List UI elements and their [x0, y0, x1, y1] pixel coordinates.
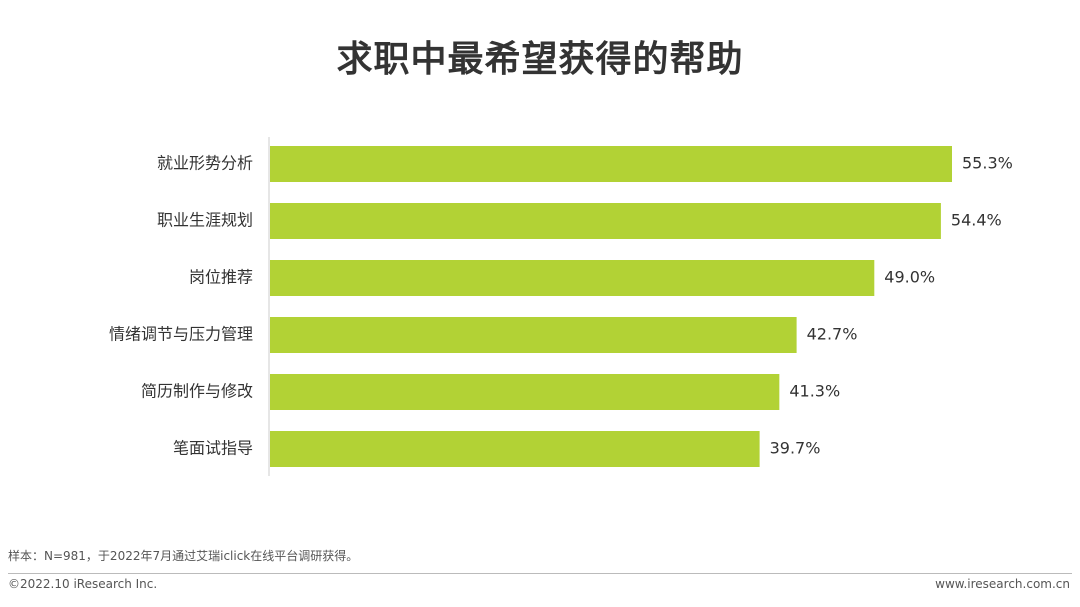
footer-divider [8, 573, 1072, 574]
value-label: 49.0% [884, 268, 935, 287]
bar [270, 317, 797, 353]
bar [270, 374, 780, 410]
copyright-text: ©2022.10 iResearch Inc. [8, 577, 158, 591]
value-label: 42.7% [807, 325, 858, 344]
category-label: 就业形势分析 [157, 154, 253, 173]
category-label: 岗位推荐 [189, 268, 253, 287]
chart-title: 求职中最希望获得的帮助 [336, 39, 744, 80]
value-label: 55.3% [962, 154, 1013, 173]
value-label: 54.4% [951, 211, 1002, 230]
category-label: 情绪调节与压力管理 [109, 325, 253, 344]
category-label: 笔面试指导 [173, 439, 253, 458]
category-label: 简历制作与修改 [141, 382, 253, 401]
bar [270, 431, 760, 467]
bar [270, 260, 875, 296]
sample-note: 样本：N=981，于2022年7月通过艾瑞iclick在线平台调研获得。 [8, 549, 359, 563]
category-label: 职业生涯规划 [157, 211, 253, 230]
bar [270, 203, 941, 239]
website-text: www.iresearch.com.cn [935, 577, 1070, 591]
bar [270, 146, 952, 182]
value-label: 39.7% [770, 439, 821, 458]
value-label: 41.3% [789, 382, 840, 401]
